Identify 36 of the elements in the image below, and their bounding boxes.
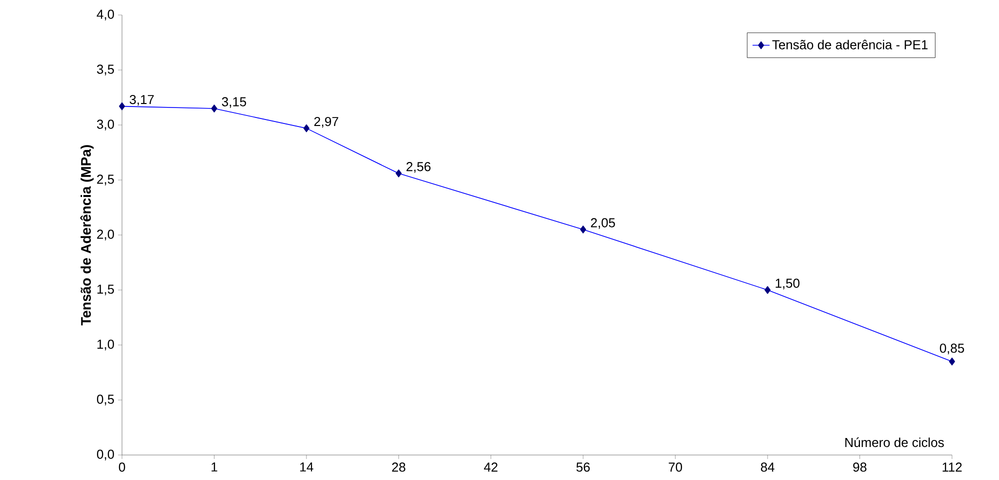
x-tick-label: 84 [760, 462, 774, 472]
data-label: 2,97 [314, 116, 338, 128]
point [118, 102, 126, 110]
y-tick-label: 1,5 [97, 284, 114, 296]
data-label: 2,05 [590, 218, 615, 229]
x-tick-label: 0 [118, 462, 126, 472]
x-tick-label: 98 [853, 462, 866, 472]
y-tick-label: 2,0 [97, 230, 114, 240]
point [211, 104, 218, 112]
x-tick-label: 1 [212, 462, 218, 472]
y-tick-label: 1,0 [97, 340, 114, 350]
point [396, 170, 402, 178]
data-label: 1,50 [776, 278, 800, 290]
data-label: 3,17 [130, 94, 154, 106]
x-tick-label: 56 [576, 462, 590, 472]
point [764, 286, 771, 294]
x-tick-label: 42 [484, 462, 498, 472]
legend-label: Tensão de aderência - PE1 [772, 40, 928, 50]
data-label: 0,85 [940, 344, 964, 354]
x-tick-label: 112 [942, 462, 962, 472]
point [580, 226, 586, 234]
y-tick-label: 0,0 [96, 450, 114, 460]
y-tick-label: 0,5 [96, 394, 114, 406]
y-tick-label: 3,0 [96, 120, 114, 130]
x-tick-label: 70 [668, 462, 682, 472]
y-tick-label: 3,5 [96, 64, 114, 76]
x-tick-label: 28 [392, 462, 406, 472]
point [948, 358, 956, 366]
x-tick-label: 14 [300, 462, 314, 472]
data-label: 3,15 [222, 97, 246, 108]
annotation: Número de ciclos [845, 437, 944, 448]
data-label: 2,56 [406, 162, 431, 173]
y-tick-label: 4,0 [96, 10, 114, 20]
y-tick-label: 2,5 [97, 174, 114, 186]
y-axis-title: Tensão de Aderência (MPa) [80, 145, 94, 326]
point [303, 124, 310, 132]
